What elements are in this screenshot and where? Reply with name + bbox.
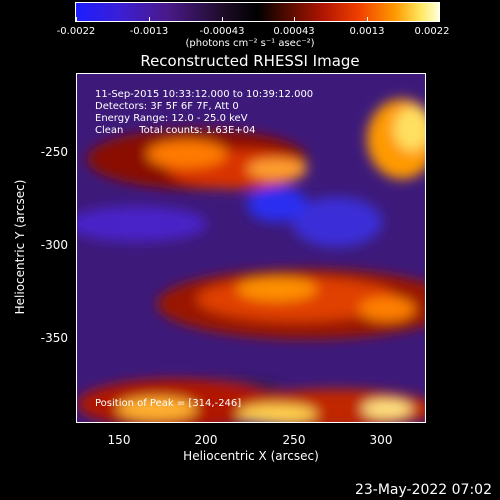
time-range-text: 11-Sep-2015 10:33:12.000 to 10:39:12.000 — [95, 89, 314, 100]
colorbar-tick-label: 0.0022 — [414, 26, 450, 37]
colorbar-tick — [439, 17, 440, 22]
y-tick-label: -300 — [40, 238, 68, 252]
colorbar-tick-label: 0.00043 — [273, 26, 315, 37]
y-tick-label: -350 — [40, 331, 68, 345]
peak-position-text: Position of Peak = [314,-246] — [95, 398, 242, 409]
colorbar-tick-label: -0.00043 — [199, 26, 245, 37]
detectors-text: Detectors: 3F 5F 6F 7F, Att 0 — [95, 101, 239, 112]
colorbar-tick-label: -0.0022 — [56, 26, 96, 37]
method-counts-text: Clean Total counts: 1.63E+04 — [95, 125, 256, 136]
image-plot: 11-Sep-2015 10:33:12.000 to 10:39:12.000… — [76, 73, 426, 423]
colorbar-units: (photons cm⁻² s⁻¹ asec⁻²) — [185, 38, 315, 49]
colorbar — [75, 2, 440, 22]
colorbar-tick — [367, 17, 368, 22]
x-axis-label: Heliocentric X (arcsec) — [183, 449, 319, 463]
render-timestamp: 23-May-2022 07:02 — [354, 482, 492, 498]
colorbar-tick — [294, 17, 295, 22]
colorbar-tick-label: 0.0013 — [349, 26, 385, 37]
colorbar-tick — [222, 17, 223, 22]
colorbar-tick — [76, 17, 77, 22]
colorbar-tick-label: -0.0013 — [129, 26, 169, 37]
x-tick-label: 250 — [282, 433, 306, 447]
x-tick-label: 150 — [107, 433, 131, 447]
x-tick-label: 200 — [194, 433, 218, 447]
y-axis-label: Heliocentric Y (arcsec) — [13, 179, 27, 315]
image-title: Reconstructed RHESSI Image — [140, 52, 360, 70]
energy-range-text: Energy Range: 12.0 - 25.0 keV — [95, 113, 248, 124]
x-tick-label: 300 — [369, 433, 393, 447]
colorbar-tick — [149, 17, 150, 22]
intensity-map — [77, 74, 425, 422]
y-tick-label: -250 — [40, 145, 68, 159]
